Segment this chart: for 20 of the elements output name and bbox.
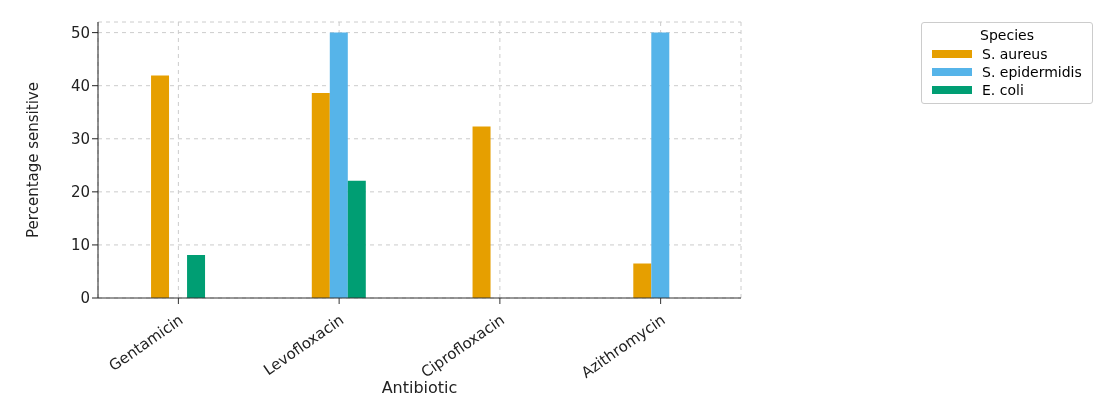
legend-title: Species (979, 27, 1035, 43)
bar (311, 93, 330, 298)
bar (329, 32, 348, 298)
legend-label: E. coli (982, 81, 1024, 99)
y-tick-label: 10 (70, 236, 90, 255)
bar (472, 126, 491, 298)
y-axis-title: Percentage sensitive (24, 82, 43, 238)
y-tick-label: 30 (70, 130, 90, 149)
legend-label: S. epidermidis (982, 63, 1082, 81)
bar (633, 263, 652, 298)
y-tick-label: 50 (70, 23, 90, 42)
bar (651, 32, 670, 298)
y-tick-label: 40 (70, 77, 90, 96)
bar (151, 75, 170, 298)
bar (187, 255, 206, 298)
x-axis-title: Antibiotic (381, 378, 458, 397)
y-tick-label: 0 (80, 289, 90, 308)
y-tick-label: 20 (70, 183, 90, 202)
legend-label: S. aureus (982, 45, 1048, 63)
bar (347, 180, 366, 298)
